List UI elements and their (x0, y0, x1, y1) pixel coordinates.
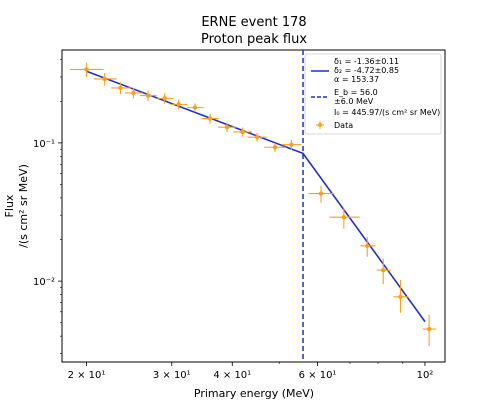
data-point (263, 142, 286, 152)
data-marker (84, 67, 89, 72)
legend-data-swatch (316, 121, 324, 129)
legend-data-marker (318, 123, 322, 127)
legend: δ₁ = -1.36±0.11 δ₂ = -4.72±0.85 α = 153.… (304, 53, 442, 135)
legend-break-line-1: E_b = 56.0 (334, 88, 378, 97)
x-tick-label: 2 × 10¹ (68, 370, 106, 381)
legend-fit-line-1: δ₁ = -1.36±0.11 (334, 57, 399, 66)
data-point (186, 103, 204, 113)
x-tick-label: 4 × 10¹ (213, 370, 251, 381)
data-point (140, 90, 157, 102)
chart-title: ERNE event 178 (201, 15, 306, 30)
x-tick-label: 6 × 10¹ (299, 370, 337, 381)
legend-data-label: Data (334, 121, 353, 130)
data-point (376, 258, 391, 285)
data-marker (426, 326, 432, 332)
y-tick-label: 10⁻² (33, 277, 55, 288)
data-point (70, 62, 104, 77)
data-point (124, 87, 143, 99)
data-marker (176, 102, 181, 107)
data-marker (145, 93, 151, 98)
x-tick-label: 3 × 10¹ (153, 370, 191, 381)
data-marker (254, 134, 260, 140)
data-marker (192, 105, 198, 110)
data-points-group (70, 62, 437, 346)
data-marker (398, 294, 403, 300)
data-point (393, 279, 409, 313)
data-point (233, 127, 252, 137)
data-marker (102, 76, 107, 82)
data-point (308, 185, 335, 203)
data-point (281, 139, 302, 150)
data-point (170, 99, 188, 110)
legend-break-line-2: ±6.0 MeV (334, 97, 374, 106)
data-marker (224, 124, 230, 130)
data-marker (240, 129, 245, 135)
legend-box (304, 53, 442, 135)
data-marker (162, 96, 167, 101)
data-marker (131, 90, 136, 96)
data-point (201, 113, 219, 124)
data-point (111, 82, 131, 95)
data-point (157, 93, 174, 104)
chart-subtitle: Proton peak flux (201, 32, 307, 47)
data-point (247, 132, 267, 142)
data-marker (289, 142, 294, 147)
legend-fit-line-3: α = 153.37 (334, 75, 379, 84)
y-axis-label-line2: /(s cm² sr MeV) (17, 164, 30, 248)
data-marker (318, 191, 324, 196)
data-marker (207, 116, 213, 121)
data-marker (272, 145, 278, 150)
data-point (360, 236, 376, 257)
data-marker (341, 215, 347, 220)
plot-area (61, 49, 446, 363)
data-point (329, 207, 361, 229)
data-point (218, 122, 236, 132)
y-axis-label-line1: Flux (3, 194, 16, 217)
data-point (422, 314, 437, 346)
x-axis-label: Primary energy (MeV) (194, 387, 314, 400)
data-marker (118, 85, 123, 91)
legend-norm-line: I₀ = 445.97/(s cm² sr MeV) (334, 108, 440, 117)
legend-fit-line-2: δ₂ = -4.72±0.85 (334, 66, 399, 75)
data-point (93, 73, 117, 86)
x-tick-label: 10² (417, 370, 434, 381)
major-ticks: 2 × 10¹ 3 × 10¹ 4 × 10¹ 6 × 10¹ 10² 10⁻¹ 10⁻² (33, 139, 433, 381)
y-tick-label: 10⁻¹ (33, 139, 55, 150)
data-marker (365, 243, 370, 249)
data-marker (381, 267, 386, 273)
